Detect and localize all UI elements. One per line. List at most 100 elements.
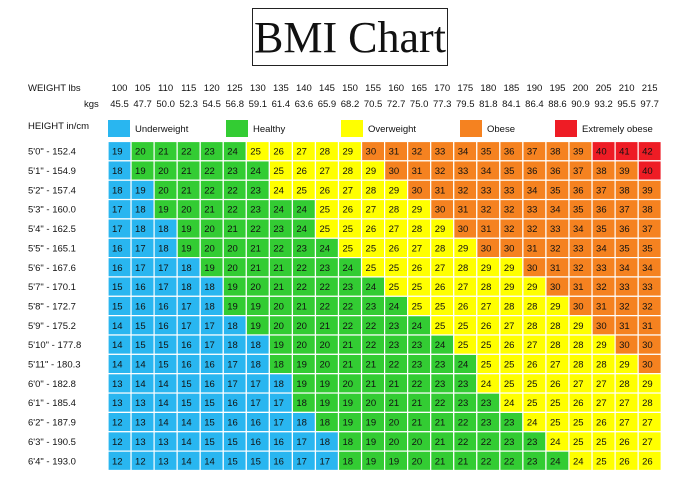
lbs-tick-label: 110 bbox=[158, 83, 173, 94]
lbs-tick-label: 175 bbox=[457, 83, 473, 94]
bmi-value-label: 22 bbox=[319, 301, 330, 312]
bmi-value-label: 31 bbox=[481, 224, 492, 235]
kgs-tick-label: 72.7 bbox=[387, 99, 406, 110]
bmi-value-label: 20 bbox=[204, 224, 215, 235]
bmi-value-label: 30 bbox=[481, 243, 492, 254]
bmi-value-label: 24 bbox=[550, 437, 561, 448]
bmi-value-label: 26 bbox=[481, 321, 492, 332]
bmi-value-label: 38 bbox=[596, 166, 607, 177]
bmi-value-label: 30 bbox=[642, 360, 653, 371]
bmi-value-label: 20 bbox=[204, 243, 215, 254]
bmi-value-label: 27 bbox=[527, 340, 538, 351]
bmi-value-label: 13 bbox=[112, 398, 123, 409]
kgs-tick-labels: 45.5 47.7 50.0 52.3 54.5 56.8 59.1 61.4 63.6 65.9… bbox=[110, 99, 659, 110]
bmi-value-label: 18 bbox=[158, 224, 169, 235]
bmi-value-label: 14 bbox=[181, 437, 192, 448]
bmi-value-label: 22 bbox=[273, 243, 284, 254]
height-tick-label: 5'9" - 175.2 bbox=[28, 321, 76, 332]
height-tick-label: 5'2" - 157.4 bbox=[28, 185, 76, 196]
bmi-value-label: 21 bbox=[412, 398, 423, 409]
bmi-value-label: 32 bbox=[504, 205, 515, 216]
lbs-tick-label: 160 bbox=[388, 83, 404, 94]
bmi-value-label: 29 bbox=[435, 224, 446, 235]
bmi-value-label: 26 bbox=[343, 205, 354, 216]
legend-swatch-overweight bbox=[341, 120, 363, 137]
height-tick-label: 5'3" - 160.0 bbox=[28, 205, 76, 216]
bmi-value-label: 17 bbox=[296, 437, 307, 448]
bmi-value-label: 21 bbox=[250, 263, 261, 274]
bmi-value-label: 14 bbox=[112, 321, 123, 332]
bmi-value-label: 20 bbox=[181, 205, 192, 216]
bmi-value-label: 26 bbox=[296, 166, 307, 177]
lbs-tick-label: 200 bbox=[573, 83, 589, 94]
bmi-value-label: 23 bbox=[435, 360, 446, 371]
bmi-value-label: 30 bbox=[596, 321, 607, 332]
bmi-value-label: 33 bbox=[596, 263, 607, 274]
bmi-value-label: 32 bbox=[435, 166, 446, 177]
bmi-value-label: 19 bbox=[112, 147, 123, 158]
bmi-value-label: 16 bbox=[273, 437, 284, 448]
legend-swatch-healthy bbox=[226, 120, 248, 137]
bmi-value-label: 15 bbox=[227, 437, 238, 448]
bmi-value-label: 20 bbox=[158, 185, 169, 196]
bmi-value-label: 19 bbox=[181, 243, 192, 254]
bmi-value-label: 23 bbox=[227, 166, 238, 177]
legend: Underweight Healthy Overweight Obese Extreme… bbox=[108, 120, 653, 137]
bmi-value-label: 26 bbox=[435, 282, 446, 293]
bmi-value-label: 28 bbox=[435, 243, 446, 254]
bmi-value-label: 27 bbox=[619, 418, 630, 429]
bmi-value-label: 29 bbox=[504, 282, 515, 293]
bmi-value-label: 20 bbox=[343, 379, 354, 390]
bmi-value-label: 27 bbox=[435, 263, 446, 274]
bmi-value-label: 18 bbox=[204, 301, 215, 312]
bmi-value-label: 17 bbox=[273, 398, 284, 409]
kgs-tick-label: 97.7 bbox=[640, 99, 659, 110]
bmi-value-label: 14 bbox=[158, 379, 169, 390]
bmi-value-label: 26 bbox=[412, 263, 423, 274]
bmi-value-label: 22 bbox=[296, 282, 307, 293]
bmi-value-label: 35 bbox=[642, 243, 653, 254]
bmi-value-label: 28 bbox=[458, 263, 469, 274]
bmi-value-label: 18 bbox=[319, 437, 330, 448]
bmi-value-label: 25 bbox=[250, 147, 261, 158]
kgs-tick-label: 52.3 bbox=[179, 99, 198, 110]
bmi-value-label: 19 bbox=[366, 456, 377, 467]
bmi-value-label: 38 bbox=[550, 147, 561, 158]
bmi-value-label: 15 bbox=[181, 398, 192, 409]
bmi-value-label: 17 bbox=[135, 263, 146, 274]
kgs-tick-label: 70.5 bbox=[364, 99, 383, 110]
lbs-tick-label: 195 bbox=[550, 83, 566, 94]
bmi-value-label: 23 bbox=[435, 379, 446, 390]
bmi-value-label: 26 bbox=[619, 456, 630, 467]
bmi-value-label: 26 bbox=[573, 398, 584, 409]
legend-swatch-extremely-obese bbox=[555, 120, 577, 137]
bmi-value-label: 22 bbox=[412, 379, 423, 390]
bmi-value-label: 32 bbox=[642, 301, 653, 312]
lbs-tick-label: 120 bbox=[204, 83, 220, 94]
bmi-value-label: 17 bbox=[158, 282, 169, 293]
bmi-value-label: 28 bbox=[481, 282, 492, 293]
bmi-value-label: 31 bbox=[458, 205, 469, 216]
bmi-value-label: 32 bbox=[458, 185, 469, 196]
bmi-value-label: 27 bbox=[296, 147, 307, 158]
kgs-tick-label: 47.7 bbox=[133, 99, 152, 110]
bmi-value-label: 33 bbox=[527, 205, 538, 216]
bmi-value-label: 28 bbox=[319, 147, 330, 158]
bmi-value-label: 31 bbox=[596, 301, 607, 312]
lbs-tick-label: 130 bbox=[250, 83, 266, 94]
bmi-value-label: 28 bbox=[527, 301, 538, 312]
bmi-value-label: 35 bbox=[596, 224, 607, 235]
bmi-value-label: 17 bbox=[204, 321, 215, 332]
bmi-value-label: 13 bbox=[135, 398, 146, 409]
bmi-value-label: 16 bbox=[158, 321, 169, 332]
kgs-tick-label: 56.8 bbox=[226, 99, 245, 110]
kgs-tick-label: 63.6 bbox=[295, 99, 314, 110]
bmi-value-label: 22 bbox=[181, 147, 192, 158]
bmi-value-label: 33 bbox=[642, 282, 653, 293]
bmi-value-label: 26 bbox=[366, 224, 377, 235]
height-tick-label: 6'4" - 193.0 bbox=[28, 456, 76, 467]
bmi-value-label: 20 bbox=[366, 398, 377, 409]
legend-swatch-obese bbox=[460, 120, 482, 137]
bmi-value-label: 12 bbox=[112, 456, 123, 467]
bmi-value-label: 25 bbox=[481, 360, 492, 371]
